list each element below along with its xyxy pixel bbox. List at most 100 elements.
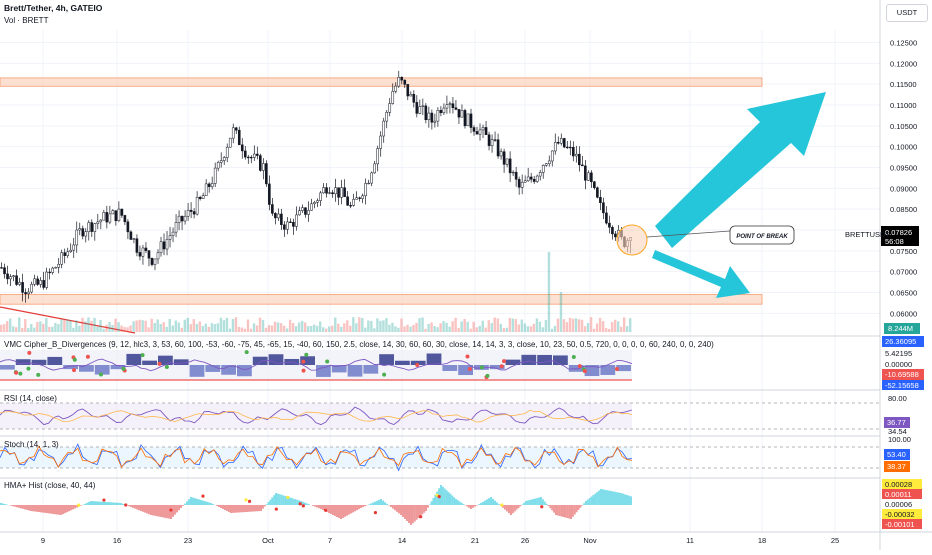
hma-bar: [238, 505, 240, 512]
rsi-band: [0, 403, 632, 429]
candle-body: [94, 224, 96, 232]
target-arrow-down[interactable]: [652, 250, 750, 298]
candle-body: [247, 157, 249, 158]
vmc-dot: [615, 367, 619, 371]
volume-bar: [280, 323, 282, 332]
hma-bar: [451, 496, 453, 506]
volume-bar: [0, 325, 2, 332]
candle-body: [6, 274, 8, 279]
currency-button[interactable]: USDT: [886, 4, 928, 22]
candle: [374, 161, 376, 174]
volume-bar: [494, 318, 496, 332]
volume-bar: [545, 320, 547, 332]
candle: [539, 170, 541, 181]
hma-bar: [527, 501, 529, 506]
vmc-dot: [121, 367, 125, 371]
hma-bar: [24, 505, 26, 509]
candle-body: [554, 142, 556, 151]
vmc-dot: [500, 364, 504, 368]
candle-body: [196, 197, 198, 214]
candle-body: [395, 86, 397, 91]
candle-body: [587, 173, 589, 180]
hma-bar: [579, 505, 581, 508]
hma-bar: [384, 502, 386, 505]
volume-bar: [415, 323, 417, 332]
hma-bar: [534, 499, 536, 506]
hma-bar: [402, 505, 404, 517]
candle-body: [22, 282, 24, 292]
candle: [229, 138, 231, 148]
candle-body: [431, 113, 433, 122]
candle: [292, 219, 294, 235]
hma-bar: [128, 505, 130, 506]
vmc-wave: [348, 365, 363, 377]
candle-body: [338, 188, 340, 198]
target-arrow-up[interactable]: [655, 92, 826, 248]
symbol-title[interactable]: Brett/Tether, 4h, GATEIO: [4, 3, 103, 13]
volume-bar: [367, 320, 369, 332]
vmc-dot: [465, 354, 469, 358]
hma-bar: [20, 505, 22, 508]
rsi-title[interactable]: RSI (14, close): [4, 394, 57, 403]
hma-bar: [108, 502, 110, 505]
candle: [452, 97, 454, 113]
vmc-wave: [521, 355, 536, 365]
volume-bar: [120, 325, 122, 332]
volume-bar: [211, 323, 213, 332]
candle: [31, 282, 33, 294]
volume-label[interactable]: Vol · BRETT: [4, 16, 49, 25]
vmc-dot: [415, 363, 419, 367]
vmc-dot: [572, 355, 576, 359]
vmc-label: -10.69588: [885, 370, 919, 379]
candle: [55, 267, 57, 269]
volume-bar: [217, 323, 219, 332]
candle: [76, 222, 78, 253]
hma-bar: [396, 505, 398, 512]
rsi-axis: 80.00 36.77 34.54: [884, 394, 910, 436]
volume-bar: [114, 319, 116, 332]
candle-body: [449, 104, 451, 105]
candle-body: [28, 292, 30, 294]
volume-bar: [301, 321, 303, 332]
candle: [139, 245, 141, 260]
hma-bar: [277, 494, 279, 505]
candle: [608, 216, 610, 234]
volume-bar: [463, 319, 465, 332]
candle-body: [611, 227, 613, 234]
hma-bar: [262, 505, 264, 509]
vmc-title[interactable]: VMC Cipher_B_Divergences (9, 12, hlc3, 3…: [4, 340, 714, 349]
hma-bar: [256, 505, 258, 511]
hma-bar: [294, 499, 296, 505]
candle-body: [307, 210, 309, 214]
price-axis[interactable]: 0.125000.120000.115000.110000.105000.100…: [890, 39, 917, 319]
vmc-wave: [237, 365, 252, 376]
hma-title[interactable]: HMA+ Hist (close, 40, 44): [4, 481, 96, 490]
volume-bar: [42, 324, 44, 332]
rsi-pane: [0, 403, 880, 429]
hma-bar: [148, 505, 150, 514]
candle-body: [398, 77, 400, 86]
hma-bar: [392, 505, 394, 509]
hma-dot: [500, 503, 503, 506]
candle-body: [55, 267, 57, 268]
candle: [154, 259, 156, 270]
candle: [34, 275, 36, 287]
support-zone[interactable]: [0, 295, 762, 305]
stoch-title[interactable]: Stoch (14, 1, 3): [4, 440, 59, 449]
hma-bar: [279, 494, 281, 505]
candle: [554, 133, 556, 154]
candle-body: [85, 232, 87, 236]
hma-bar: [236, 505, 238, 513]
candle-body: [232, 128, 234, 138]
hma-bar: [412, 505, 414, 523]
break-marker[interactable]: [617, 225, 647, 255]
resistance-zone[interactable]: [0, 78, 762, 86]
candle-body: [437, 110, 439, 121]
candle: [467, 114, 469, 126]
vmc-dot: [36, 373, 40, 377]
candle-body: [244, 151, 246, 157]
volume-bar: [572, 319, 574, 332]
hma-bar: [56, 505, 58, 514]
candle-body: [136, 239, 138, 253]
